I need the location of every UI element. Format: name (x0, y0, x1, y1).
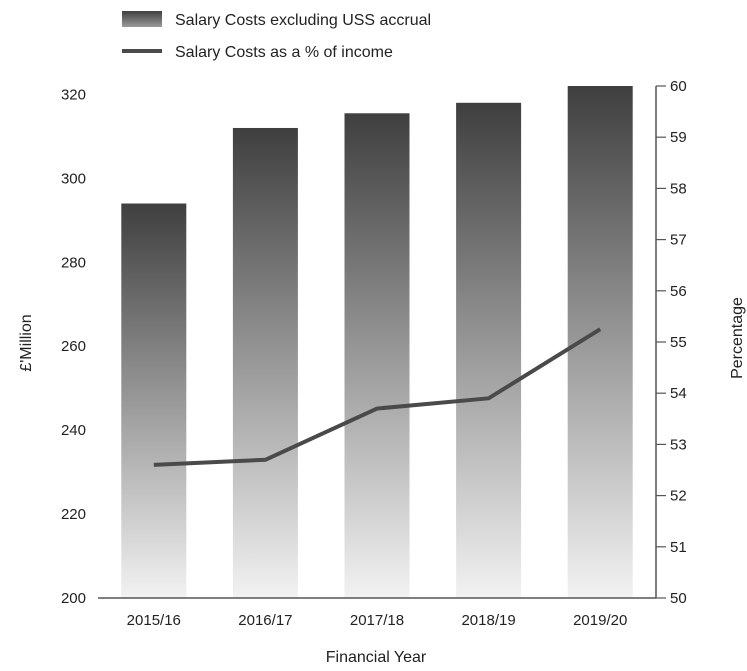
legend-bar-label: Salary Costs excluding USS accrual (175, 12, 431, 29)
y-tick-label: 260 (61, 338, 86, 355)
x-tick-label: 2016/17 (238, 612, 292, 629)
bar-2018-19 (456, 103, 521, 598)
y2-axis-title: Percentage (729, 297, 746, 379)
y2-tick-label: 60 (670, 78, 687, 95)
x-tick-label: 2017/18 (350, 612, 404, 629)
y2-tick-label: 53 (670, 436, 687, 453)
bar-2017-18 (345, 113, 410, 598)
y2-tick-label: 50 (670, 590, 687, 607)
y2-tick-label: 54 (670, 385, 687, 402)
y-tick-label: 200 (61, 590, 86, 607)
legend-bar-swatch (122, 11, 162, 27)
y-tick-label: 280 (61, 254, 86, 271)
y2-tick-label: 55 (670, 334, 687, 351)
bar-2016-17 (233, 128, 298, 598)
x-tick-label: 2015/16 (127, 612, 181, 629)
y-axis-title: £'Million (18, 314, 35, 371)
legend: Salary Costs excluding USS accrual Salar… (122, 11, 431, 61)
bar-series (121, 86, 632, 598)
y-tick-label: 240 (61, 422, 86, 439)
y2-tick-label: 59 (670, 129, 687, 146)
y2-tick-label: 52 (670, 488, 687, 505)
y-tick-label: 320 (61, 86, 86, 103)
legend-line-label: Salary Costs as a % of income (175, 44, 393, 61)
x-tick-label: 2018/19 (461, 612, 515, 629)
y2-tick-label: 51 (670, 539, 687, 556)
bar-2015-16 (121, 204, 186, 598)
y2-tick-label: 58 (670, 180, 687, 197)
x-axis-title: Financial Year (326, 649, 427, 666)
y2-tick-label: 57 (670, 232, 687, 249)
y-tick-label: 220 (61, 506, 86, 523)
y-tick-label: 300 (61, 170, 86, 187)
x-tick-label: 2019/20 (573, 612, 627, 629)
y2-tick-label: 56 (670, 283, 687, 300)
